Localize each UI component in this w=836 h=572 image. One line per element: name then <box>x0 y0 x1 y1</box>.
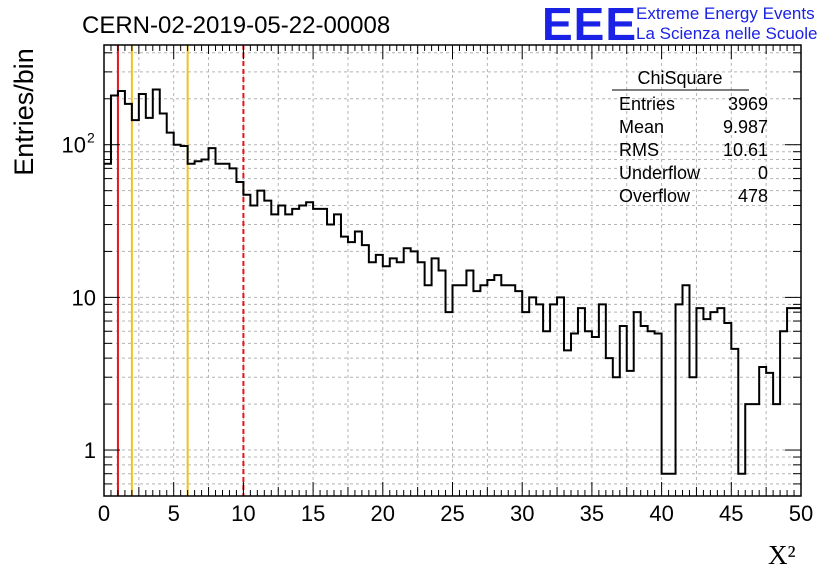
stats-row-label: Entries <box>619 94 675 114</box>
logo-mark: EEE <box>542 0 637 50</box>
stats-box: ChiSquare Entries 3969 Mean 9.987 RMS 10.61 Un… <box>612 68 768 206</box>
x-tick-label: 50 <box>789 501 813 526</box>
stats-row-value: 0 <box>758 163 768 183</box>
stats-row-label: Underflow <box>619 163 701 183</box>
x-tick-label: 5 <box>168 501 180 526</box>
x-tick-label: 25 <box>440 501 464 526</box>
x-tick-label: 20 <box>371 501 395 526</box>
y-axis-title: Entries/bin <box>9 48 39 176</box>
y-tick-exponent: 2 <box>87 130 95 146</box>
eee-logo: EEE Extreme Energy Events La Scienza nel… <box>542 0 817 50</box>
stats-row-value: 478 <box>738 186 768 206</box>
histogram-line <box>104 88 801 475</box>
chart-title: CERN-02-2019-05-22-00008 <box>82 12 390 39</box>
stats-row-label: Mean <box>619 117 664 137</box>
y-tick-label: 10 <box>72 285 96 310</box>
x-axis-ticks: 0 5 10 15 20 25 30 35 40 45 50 <box>98 45 813 526</box>
stats-row-label: Overflow <box>619 186 691 206</box>
grid-lines <box>103 45 802 496</box>
x-tick-label: 35 <box>580 501 604 526</box>
x-tick-label: 10 <box>231 501 255 526</box>
x-tick-label: 45 <box>719 501 743 526</box>
logo-line-2: La Scienza nelle Scuole <box>636 24 817 43</box>
stats-row-value: 3969 <box>728 94 768 114</box>
x-tick-label: 30 <box>510 501 534 526</box>
stats-box-title: ChiSquare <box>637 68 722 88</box>
stats-row-label: RMS <box>619 140 659 160</box>
logo-line-1: Extreme Energy Events <box>636 4 815 23</box>
stats-row-value: 10.61 <box>723 140 768 160</box>
y-tick-label: 1 <box>84 438 96 463</box>
x-tick-label: 15 <box>301 501 325 526</box>
y-tick-label: 10 <box>62 133 86 158</box>
x-tick-label: 40 <box>649 501 673 526</box>
stats-row-value: 9.987 <box>723 117 768 137</box>
x-tick-label: 0 <box>98 501 110 526</box>
reference-lines <box>116 45 245 496</box>
x-axis-title: X² <box>768 540 796 570</box>
